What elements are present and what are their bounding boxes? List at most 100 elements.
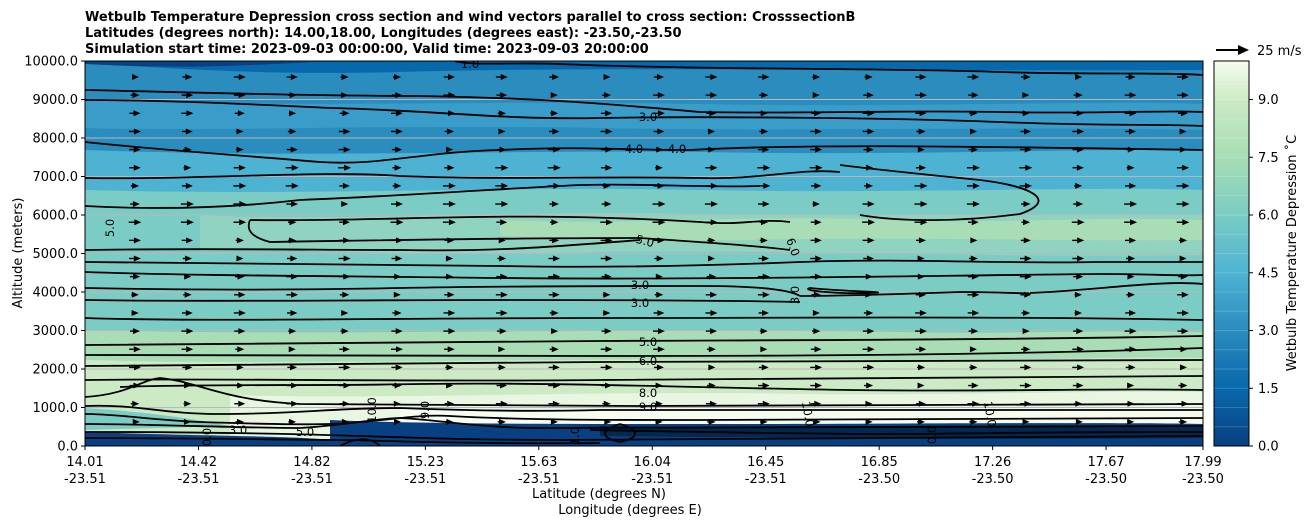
wind-vector-head <box>655 164 663 171</box>
wind-vector-head <box>239 182 247 189</box>
wind-vector-head <box>655 418 663 425</box>
contour-label: 3.0 <box>631 296 649 310</box>
colorbar-frame <box>1213 60 1250 447</box>
wind-vector-head <box>972 291 980 298</box>
x-tick-label-lat: 15.63 <box>520 455 557 470</box>
contour-labels: 1.03.04.0 4.05.05.0 6.03.03.0 3.05.06.08.09… <box>103 61 999 446</box>
wind-vector-head <box>132 201 140 208</box>
wind-vector-head <box>237 382 245 389</box>
wind-vector-head <box>395 110 403 117</box>
wind-vector-head <box>501 201 509 208</box>
contour-label: 3.0 <box>631 278 649 292</box>
wind-vector-head <box>919 291 927 298</box>
wind-vector-head <box>1181 74 1189 80</box>
colorbar-tick-label: 7.5 <box>1258 151 1279 166</box>
wind-vector-head <box>709 273 717 280</box>
wind-vector-head <box>1179 255 1187 262</box>
x-tick-label-lat: 16.85 <box>861 455 898 470</box>
wind-vector-head <box>1076 146 1084 153</box>
wind-vector-head <box>394 309 402 316</box>
y-tick-label: 8000.0 <box>33 132 79 147</box>
x-tick-label-lat: 15.23 <box>407 455 444 470</box>
wind-vector-head <box>1076 328 1084 335</box>
wind-vector-head <box>394 382 402 389</box>
y-gridlines <box>85 99 1203 408</box>
wind-vector-head <box>185 364 193 371</box>
wind-vector-head <box>919 346 927 353</box>
wind-vector-head <box>446 418 454 425</box>
wind-vector-head <box>553 164 561 171</box>
wind-vector-head <box>657 110 665 117</box>
wind-vector-head <box>132 418 140 425</box>
wind-vector-head <box>498 128 506 135</box>
chart-title-line-3: Simulation start time: 2023-09-03 00:00:… <box>85 42 649 57</box>
wind-vector-head <box>185 309 193 316</box>
wind-vector-head <box>238 309 246 316</box>
wind-vector-head <box>342 219 350 226</box>
contour-line <box>589 429 1203 435</box>
wind-vector-head <box>969 346 977 353</box>
wind-vector-head <box>710 74 718 80</box>
wind-vector-head <box>553 382 561 389</box>
wind-vector-head <box>970 237 978 244</box>
wind-vector-head <box>448 219 456 226</box>
wind-vector-head <box>448 201 456 208</box>
contour-label: 6.0 <box>639 354 657 368</box>
wind-vector-head <box>1181 400 1189 407</box>
wind-vector-head <box>657 237 665 244</box>
wind-vector-head <box>289 110 297 117</box>
wind-vector-head <box>1129 110 1137 117</box>
contour-label: 5.0 <box>639 335 657 349</box>
contour-label: 5.0 <box>103 219 117 237</box>
wind-vector-head <box>1180 110 1188 117</box>
wind-vector-head <box>971 219 979 226</box>
wind-vector-head <box>290 309 298 316</box>
wind-vector-head <box>919 164 927 171</box>
wind-vector-head <box>550 92 558 99</box>
wind-vector-head <box>605 219 613 226</box>
wind-vector-head <box>341 328 349 335</box>
wind-vector-head <box>603 309 611 316</box>
wind-vector-head <box>867 201 875 208</box>
contour-line <box>807 287 879 295</box>
wind-vector-head <box>866 146 874 153</box>
wind-vector-head <box>605 110 613 117</box>
wind-vector-head <box>1182 182 1190 189</box>
wind-vector-head <box>1024 400 1032 407</box>
wind-vector-head <box>446 364 454 371</box>
wind-vector-head <box>970 418 978 425</box>
wind-vector-head <box>1130 201 1138 208</box>
wind-vector-head <box>710 182 718 189</box>
wind-vector-head <box>709 328 717 335</box>
colorbar-ticks: 0.0 1.5 3.0 4.5 6.0 7.5 9.0 <box>1249 93 1279 455</box>
x-tick-label-lon: -23.51 <box>291 472 333 487</box>
wind-vector-head <box>760 219 768 226</box>
wind-vector-head <box>761 128 769 135</box>
contour-line <box>247 219 791 251</box>
wind-vector-head <box>760 110 768 117</box>
contour-line <box>85 271 1203 280</box>
colorbar-level-lines <box>1214 79 1249 428</box>
wind-vector-head <box>552 364 560 371</box>
wind-vector-head <box>762 382 770 389</box>
wind-vector-head <box>133 273 141 280</box>
wind-vector-head <box>1023 237 1031 244</box>
x-tick-label-lon: -23.51 <box>177 472 219 487</box>
y-axis: 0.0 1000.0 2000.0 3000.0 4000.0 5000.0 6000.0 7… <box>24 55 85 455</box>
wind-vector-head <box>656 146 664 153</box>
wind-vector-head <box>972 164 980 171</box>
contour-line <box>85 285 801 297</box>
wind-vector-head <box>605 237 613 244</box>
wind-vector-head <box>448 74 456 80</box>
wind-vector-head <box>395 328 403 335</box>
wind-vector-head <box>1182 164 1190 171</box>
contour-label: 10.0 <box>981 400 999 428</box>
wind-vector-head <box>812 201 820 208</box>
contour-label: 1.0 <box>568 427 582 445</box>
wind-vector-head <box>132 328 140 335</box>
wind-vector-head <box>185 182 193 189</box>
wind-vector-head <box>394 273 402 280</box>
wind-vector-head <box>868 219 876 226</box>
wind-vector-head <box>920 201 928 208</box>
